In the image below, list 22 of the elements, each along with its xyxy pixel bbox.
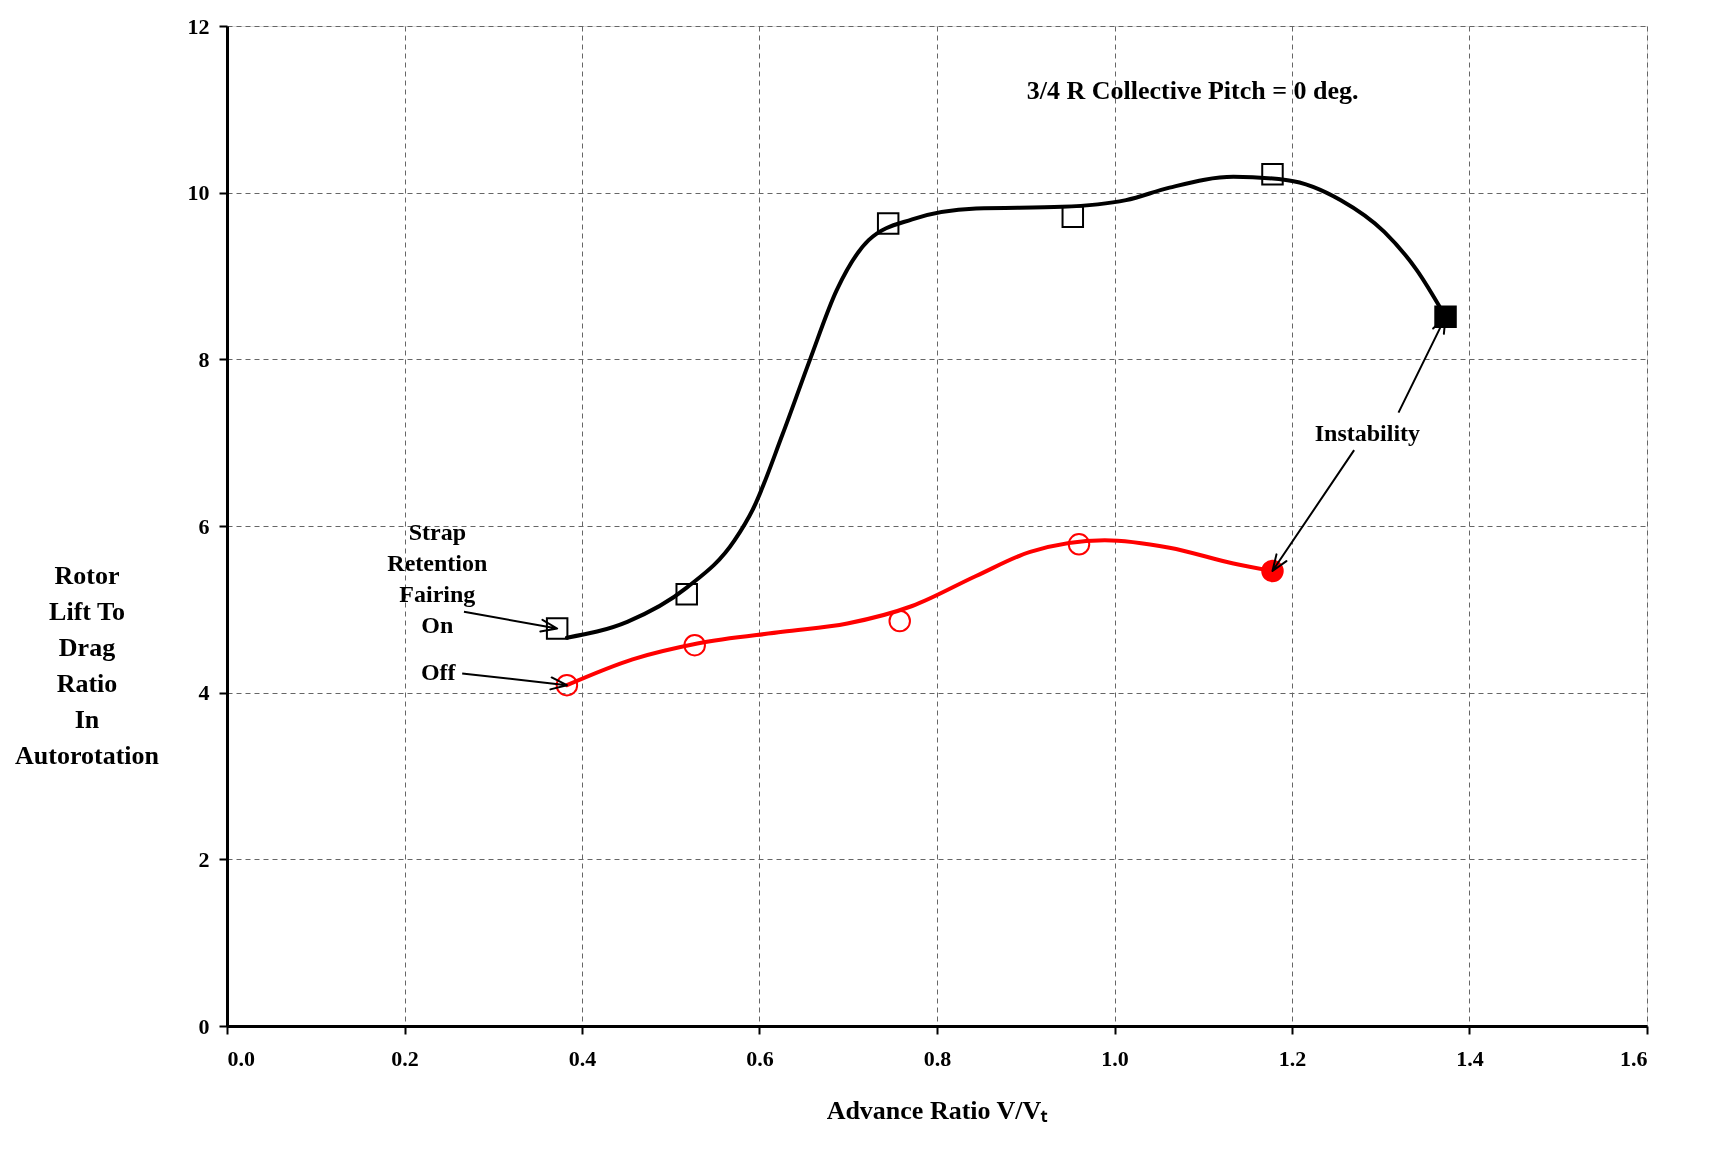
- y-tick-label: 0: [198, 1013, 210, 1039]
- x-tick-label: 1.4: [1456, 1045, 1484, 1071]
- x-axis-title: Advance Ratio V/Vₜ: [826, 1096, 1049, 1125]
- y-axis-title: Rotor Lift To Drag Ratio In Autorotation: [15, 561, 160, 770]
- x-tick-label: 0.6: [746, 1045, 774, 1071]
- x-tick-label: 0.0: [227, 1045, 255, 1071]
- x-tick-label: 0.4: [568, 1045, 597, 1071]
- y-tick-label: 4: [198, 680, 210, 706]
- annotation: Instability: [1314, 419, 1421, 446]
- x-tick-label: 1.6: [1620, 1045, 1648, 1071]
- annotation: Off: [420, 658, 457, 685]
- y-tick-label: 6: [198, 513, 210, 539]
- x-tick-label: 0.8: [923, 1045, 952, 1071]
- annotation: 3/4 R Collective Pitch = 0 deg.: [1026, 76, 1359, 105]
- x-tick-label: 1.0: [1101, 1045, 1129, 1071]
- x-tick-label: 0.2: [391, 1045, 419, 1071]
- y-tick-label: 8: [198, 346, 210, 372]
- x-tick-label: 1.2: [1278, 1045, 1307, 1071]
- y-tick-label: 2: [198, 846, 210, 872]
- y-tick-label: 10: [187, 180, 210, 206]
- annotation: Strap Retention Fairing On: [387, 518, 488, 638]
- y-tick-label: 12: [187, 13, 210, 39]
